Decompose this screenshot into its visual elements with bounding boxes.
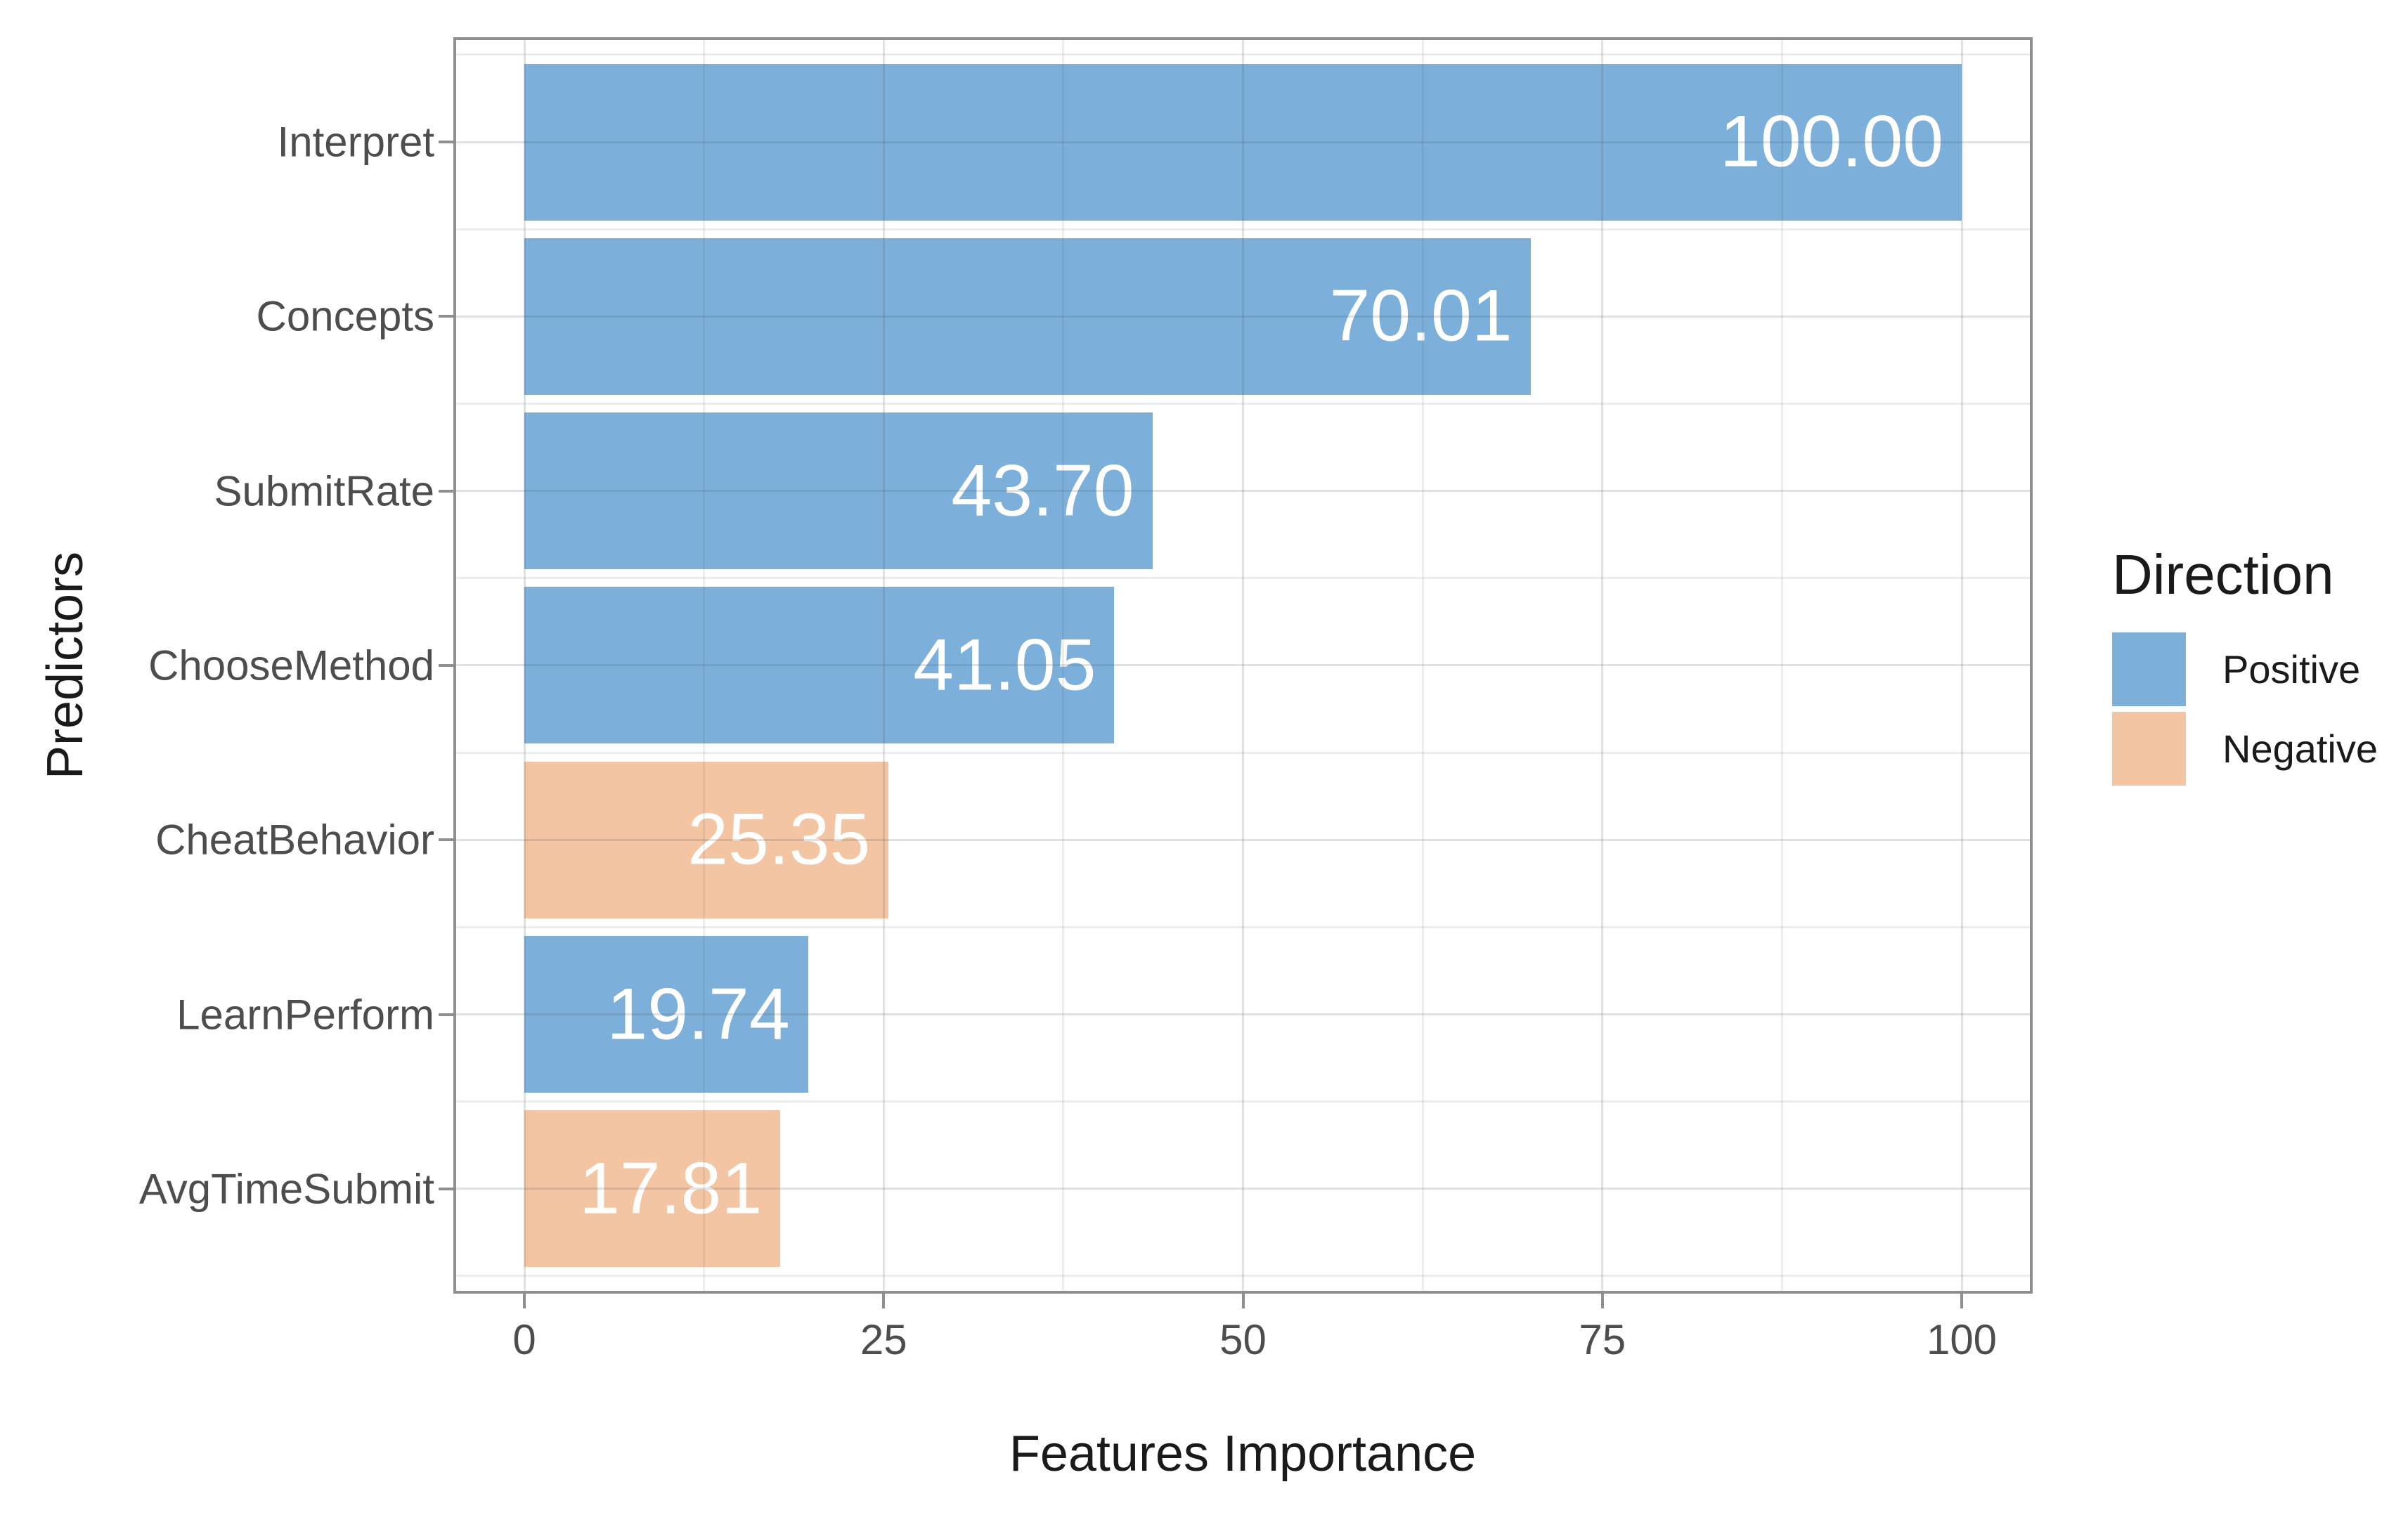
y-axis-tick — [439, 315, 453, 318]
x-axis-tick — [1600, 1294, 1604, 1308]
bar-value-label: 19.74 — [607, 973, 790, 1055]
category-label-interpret: Interpret — [277, 118, 434, 166]
gridline-horizontal-minor — [456, 402, 2030, 405]
gridline-horizontal-minor — [456, 1275, 2030, 1277]
legend-label-negative: Negative — [2222, 727, 2378, 771]
x-tick-label-75: 75 — [1579, 1316, 1626, 1363]
gridline-horizontal-minor — [456, 1100, 2030, 1103]
gridline-horizontal-minor — [456, 53, 2030, 56]
legend-title: Direction — [2112, 543, 2334, 606]
category-label-choosemethod: ChooseMethod — [148, 642, 434, 689]
y-axis-tick — [439, 1013, 453, 1016]
bar-value-label: 43.70 — [951, 450, 1134, 532]
plot-panel: 100.00 70.01 43.70 41.05 25.35 19.74 17.81 — [453, 37, 2033, 1294]
negative-color-swatch — [2112, 712, 2186, 786]
x-axis-tick — [882, 1294, 886, 1308]
y-axis-tick — [439, 1187, 453, 1190]
category-label-avgtimesubmit: AvgTimeSubmit — [138, 1165, 434, 1213]
y-axis-tick — [439, 838, 453, 842]
x-tick-label-100: 100 — [1926, 1316, 1998, 1363]
positive-color-swatch — [2112, 632, 2186, 706]
gridline-vertical-major — [1242, 40, 1244, 1291]
x-axis-title: Features Importance — [1009, 1426, 1477, 1482]
y-axis-tick — [439, 489, 453, 493]
y-axis-tick — [439, 141, 453, 143]
x-tick-label-25: 25 — [860, 1316, 907, 1363]
gridline-vertical-minor — [1780, 40, 1783, 1291]
legend-item-negative: Negative — [2112, 712, 2378, 786]
bar-value-label: 17.81 — [578, 1147, 763, 1230]
category-label-submitrate: SubmitRate — [214, 467, 434, 515]
category-label-learnperform: LearnPerform — [176, 991, 434, 1038]
x-tick-label-0: 0 — [512, 1316, 536, 1363]
x-axis-tick — [523, 1294, 526, 1308]
bar-interpret: 100.00 — [524, 63, 1962, 221]
bar-submitrate: 43.70 — [524, 412, 1153, 570]
bar-concepts: 70.01 — [524, 238, 1531, 395]
gridline-horizontal-minor — [456, 751, 2030, 754]
bar-choosemethod: 41.05 — [524, 587, 1115, 744]
bar-cheatbehavior: 25.35 — [524, 761, 889, 918]
x-axis-tick — [1960, 1294, 1963, 1308]
bar-value-label: 25.35 — [687, 798, 871, 880]
gridline-vertical-minor — [1421, 40, 1424, 1291]
y-axis-tick — [439, 663, 453, 667]
bar-learnperform: 19.74 — [524, 936, 808, 1093]
gridline-vertical-major — [1601, 40, 1604, 1291]
legend-item-positive: Positive — [2112, 632, 2378, 706]
category-label-cheatbehavior: CheatBehavior — [155, 816, 434, 864]
legend: Direction Positive Negative — [2112, 542, 2378, 791]
x-axis-tick — [1241, 1294, 1245, 1308]
gridline-horizontal-minor — [456, 925, 2030, 928]
bar-value-label: 41.05 — [913, 624, 1096, 706]
legend-label-positive: Positive — [2222, 647, 2361, 691]
gridline-horizontal-minor — [456, 577, 2030, 580]
category-label-concepts: Concepts — [256, 292, 434, 340]
x-tick-label-50: 50 — [1219, 1316, 1267, 1363]
gridline-vertical-major — [1960, 40, 1963, 1291]
gridline-horizontal-minor — [456, 228, 2030, 230]
bar-value-label: 70.01 — [1329, 275, 1513, 357]
bar-value-label: 100.00 — [1719, 100, 1943, 183]
bar-avgtimesubmit: 17.81 — [524, 1110, 781, 1268]
